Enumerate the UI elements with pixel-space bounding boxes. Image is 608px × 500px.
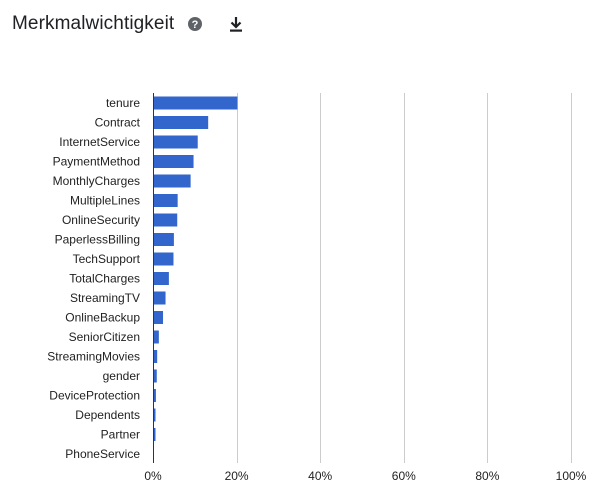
- category-label: SeniorCitizen: [69, 330, 140, 344]
- category-label: MonthlyCharges: [53, 174, 140, 188]
- bar: [153, 252, 174, 266]
- bar: [153, 213, 178, 227]
- category-label: OnlineSecurity: [62, 213, 140, 227]
- bar: [153, 272, 169, 285]
- x-tick-label: 80%: [475, 469, 499, 483]
- category-label: PaymentMethod: [53, 155, 140, 169]
- category-label: Contract: [95, 116, 141, 130]
- bar: [153, 291, 166, 305]
- x-tick-label: 40%: [308, 469, 332, 483]
- bar: [153, 350, 158, 363]
- panel-header: Merkmalwichtigkeit ?: [12, 10, 245, 38]
- bar: [153, 330, 159, 344]
- panel-title: Merkmalwichtigkeit: [12, 13, 175, 34]
- category-label: InternetService: [59, 135, 140, 149]
- category-label: Partner: [101, 428, 140, 442]
- bar: [153, 174, 191, 188]
- download-icon[interactable]: [227, 15, 245, 33]
- x-tick-label: 60%: [392, 469, 416, 483]
- category-label: DeviceProtection: [49, 389, 140, 403]
- bar: [153, 428, 156, 441]
- category-label: tenure: [106, 96, 140, 110]
- category-label: MultipleLines: [70, 194, 140, 208]
- x-tick-label: 20%: [225, 469, 249, 483]
- category-label: StreamingMovies: [47, 350, 140, 364]
- bar: [153, 96, 238, 110]
- bar: [153, 194, 178, 207]
- x-tick-label: 100%: [556, 469, 587, 483]
- bar: [153, 369, 157, 383]
- help-icon[interactable]: ?: [187, 16, 203, 32]
- bar: [153, 233, 174, 246]
- category-label: PhoneService: [65, 447, 140, 461]
- bar: [153, 408, 156, 422]
- x-tick-label: 0%: [144, 469, 162, 483]
- svg-text:?: ?: [192, 19, 199, 31]
- category-label: TotalCharges: [69, 272, 140, 286]
- bar: [153, 116, 209, 129]
- category-label: PaperlessBilling: [55, 233, 140, 247]
- category-label: gender: [103, 369, 140, 383]
- bar: [153, 135, 198, 149]
- bar: [153, 389, 156, 402]
- category-label: OnlineBackup: [65, 311, 140, 325]
- bar: [153, 155, 194, 168]
- category-label: StreamingTV: [70, 291, 140, 305]
- bar: [153, 311, 164, 324]
- category-label: TechSupport: [73, 252, 141, 266]
- category-label: Dependents: [75, 408, 140, 422]
